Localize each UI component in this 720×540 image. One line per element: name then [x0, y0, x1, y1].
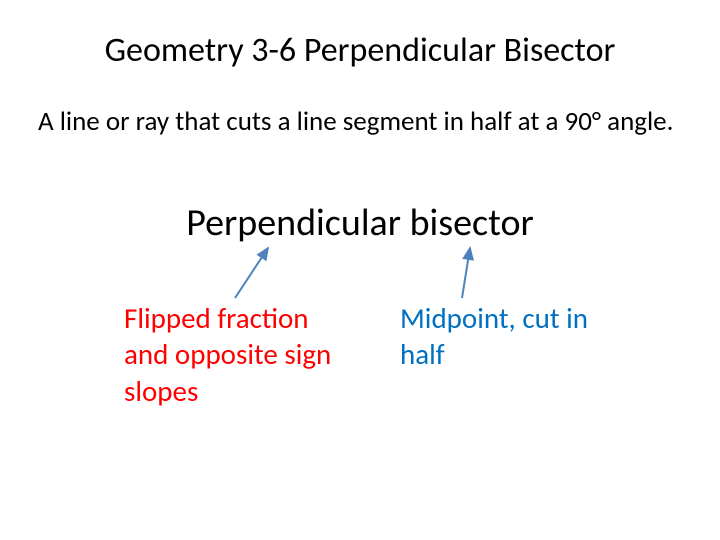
subtitle-text: Perpendicular bisector	[0, 200, 720, 246]
arrow-left	[0, 0, 720, 540]
arrow-line-right	[462, 248, 470, 298]
definition-text: A line or ray that cuts a line segment i…	[38, 105, 678, 139]
right-label: Midpoint, cut in half	[400, 300, 600, 373]
slide-title: Geometry 3-6 Perpendicular Bisector	[0, 30, 720, 71]
arrow-line-left	[235, 248, 268, 298]
left-label: Flipped fraction and opposite sign slope…	[124, 300, 354, 409]
